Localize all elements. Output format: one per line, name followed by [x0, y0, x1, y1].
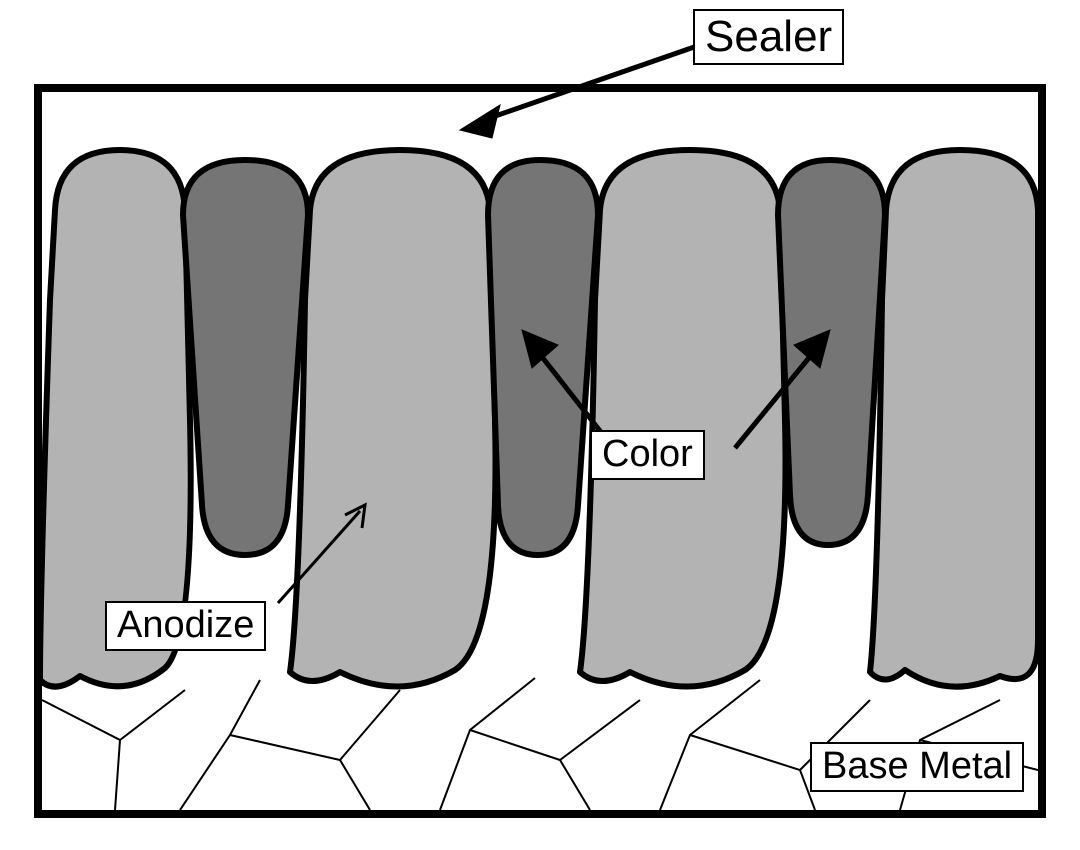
diagram-stage: Sealer Color Anodize Base Metal: [0, 0, 1080, 850]
label-color: Color: [590, 430, 705, 480]
label-anodize: Anodize: [105, 601, 266, 651]
label-sealer: Sealer: [693, 9, 844, 65]
diagram-svg: [0, 0, 1080, 850]
label-base-metal: Base Metal: [810, 742, 1024, 792]
